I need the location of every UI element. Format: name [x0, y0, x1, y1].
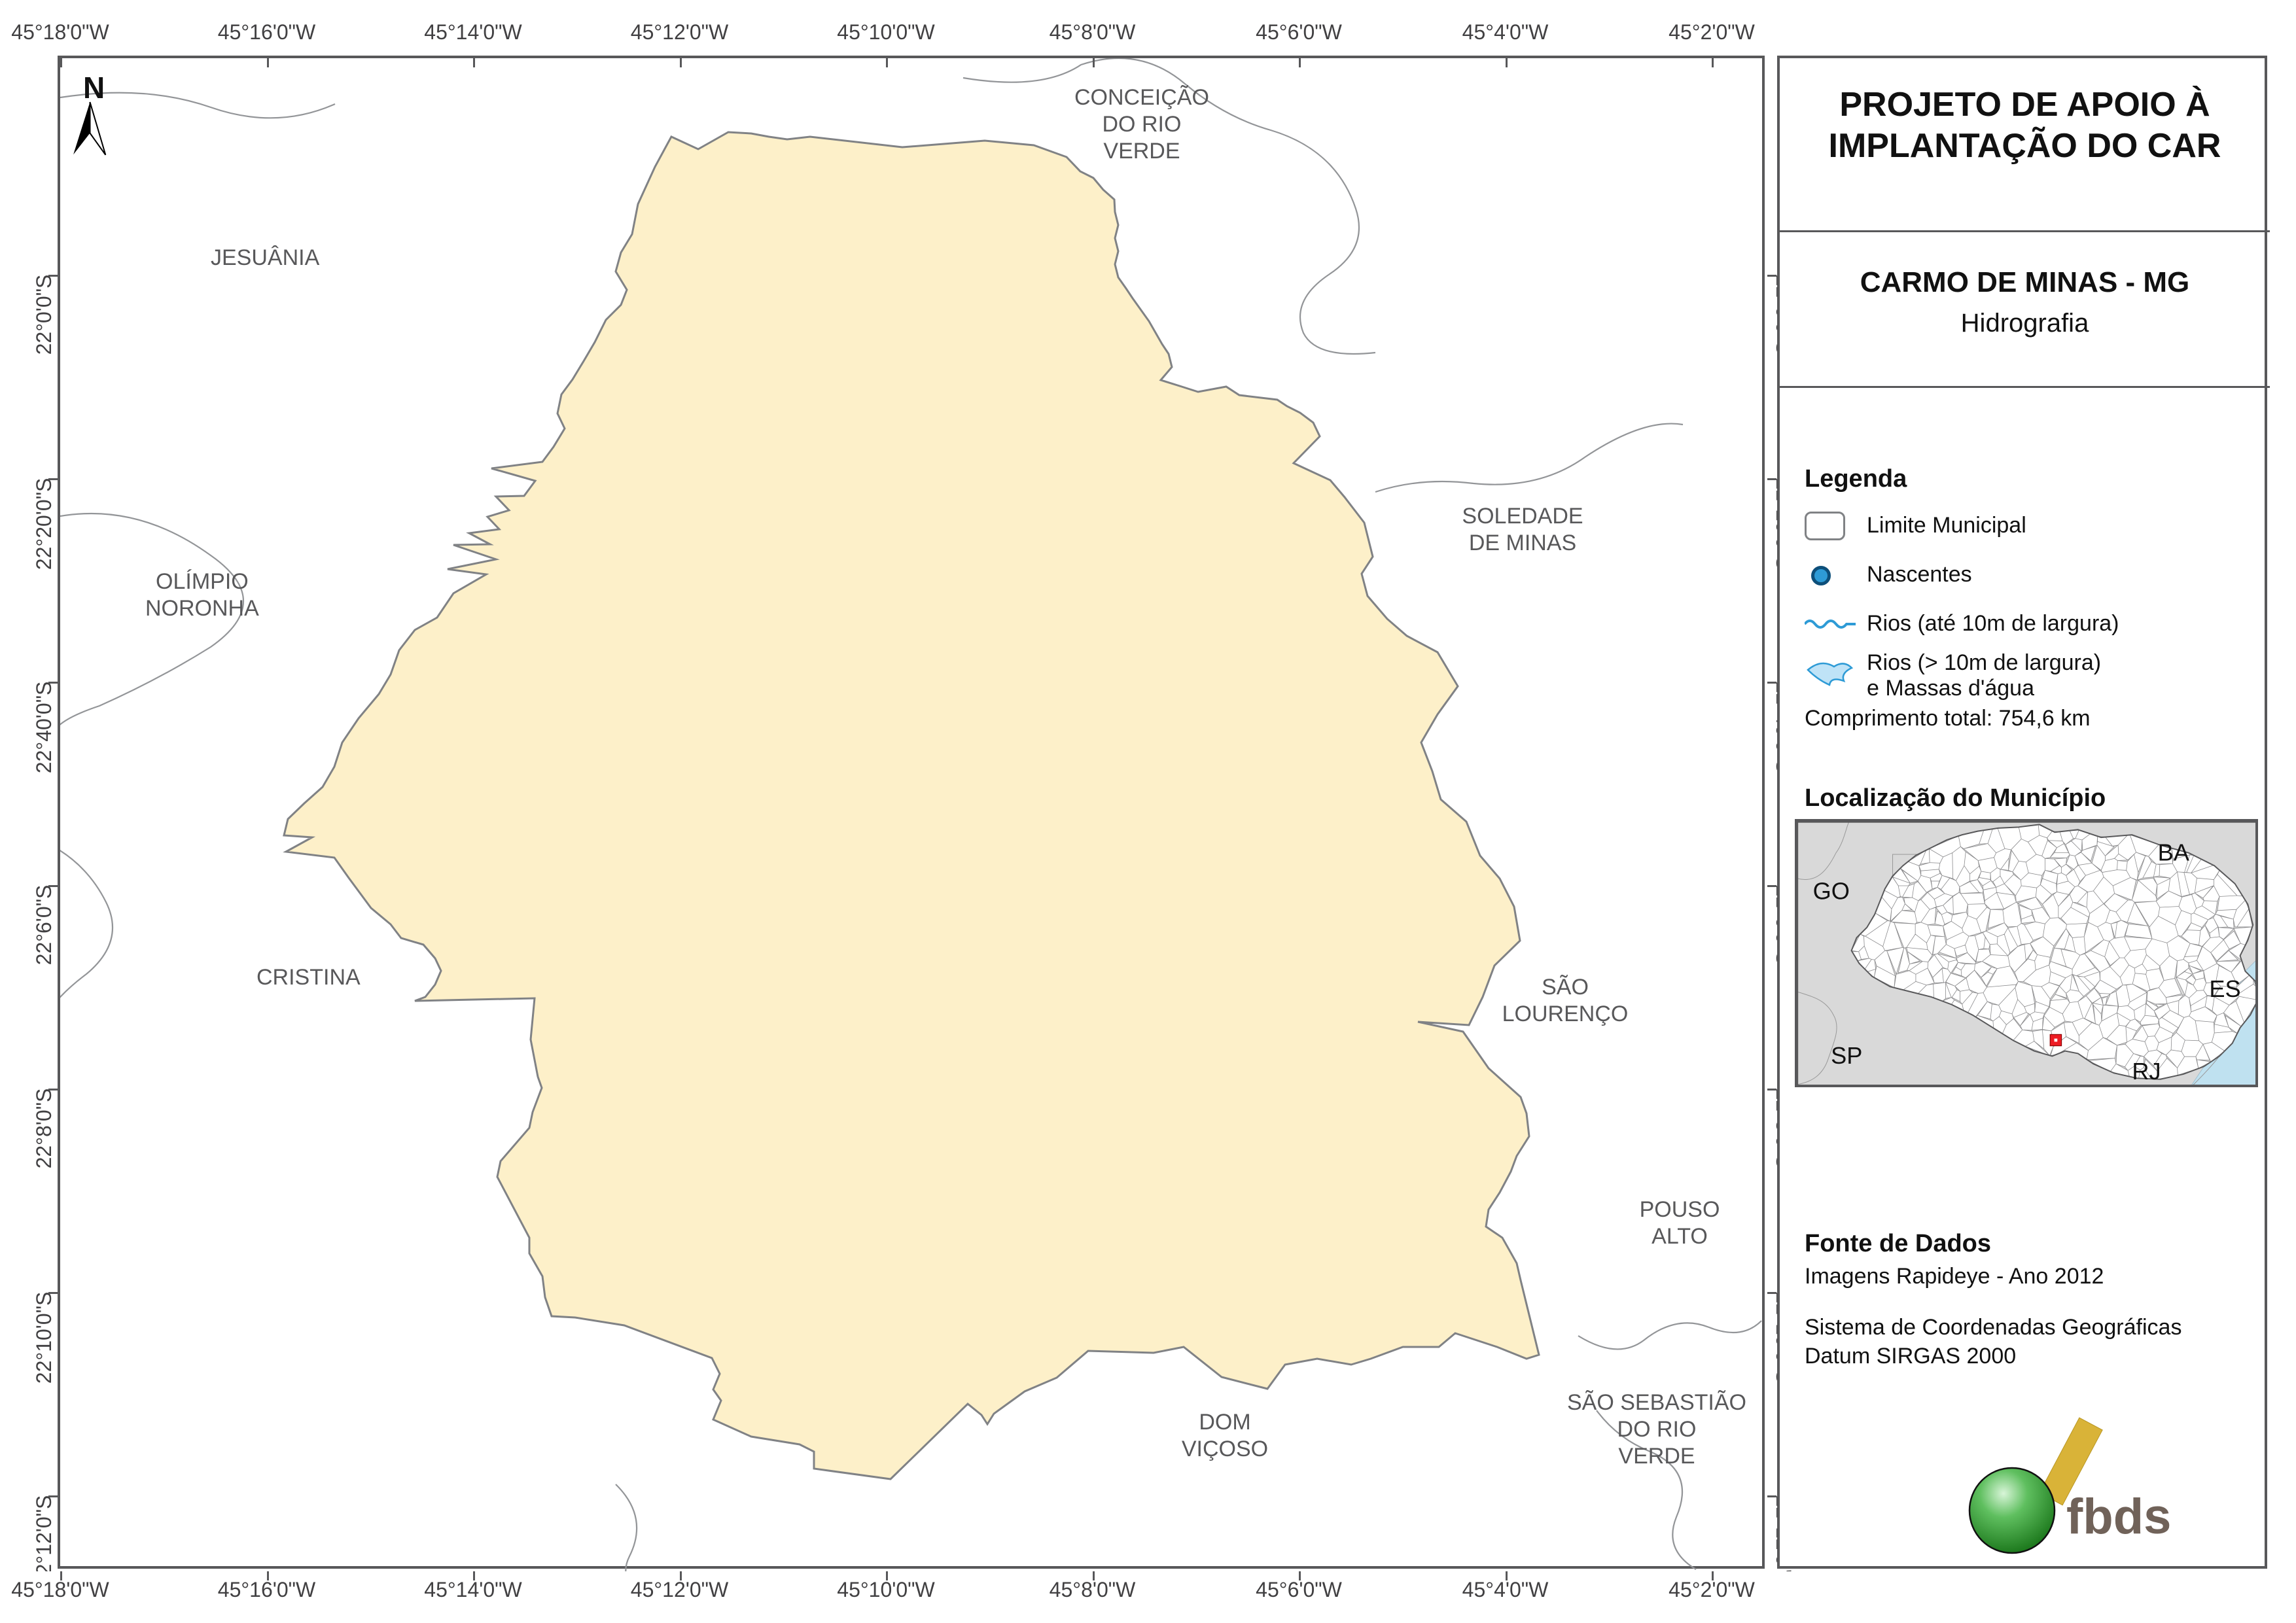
svg-text:ES: ES [2209, 975, 2240, 1002]
svg-text:fbds: fbds [2066, 1489, 2171, 1544]
svg-text:BA: BA [2158, 839, 2190, 865]
svg-text:22°10'0"S: 22°10'0"S [32, 1292, 56, 1384]
svg-text:RJ: RJ [2132, 1058, 2161, 1085]
svg-text:22°20'0"S: 22°20'0"S [32, 478, 56, 570]
svg-text:22°12'0"S: 22°12'0"S [32, 1495, 56, 1571]
svg-text:GO: GO [1813, 877, 1850, 904]
svg-text:SP: SP [1831, 1042, 1862, 1069]
svg-text:22°0'0"S: 22°0'0"S [32, 275, 56, 355]
svg-text:22°6'0"S: 22°6'0"S [32, 885, 56, 966]
svg-text:22°40'0"S: 22°40'0"S [32, 682, 56, 774]
svg-text:22°8'0"S: 22°8'0"S [32, 1089, 56, 1169]
